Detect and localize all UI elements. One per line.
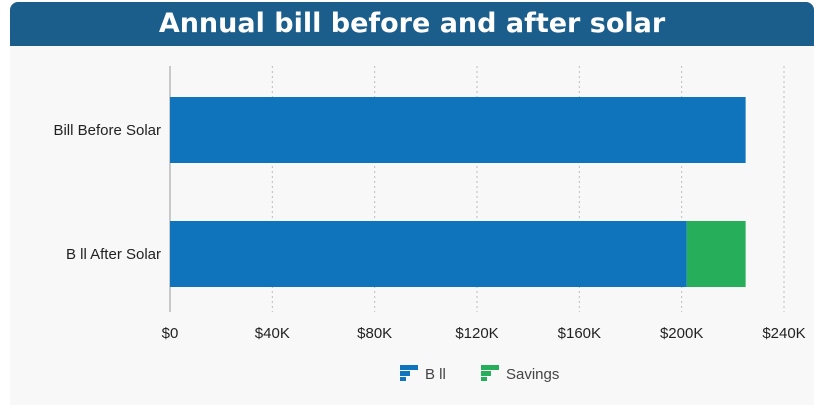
x-tick-label: $40K bbox=[255, 325, 290, 342]
legend-swatch bbox=[481, 365, 499, 370]
category-label: B ll After Solar bbox=[66, 246, 161, 263]
legend-label: B ll bbox=[425, 366, 446, 383]
legend-swatch bbox=[400, 365, 418, 370]
legend-swatch bbox=[481, 371, 491, 376]
legend-label: Savings bbox=[506, 366, 559, 383]
chart-card: Annual bill before and after solar bbox=[10, 2, 814, 405]
x-tick-label: $120K bbox=[455, 325, 498, 342]
bar-b-ll bbox=[170, 97, 746, 163]
x-tick-label: $240K bbox=[762, 325, 805, 342]
legend-swatch bbox=[481, 377, 487, 381]
chart-title: Annual bill before and after solar bbox=[10, 2, 814, 46]
x-tick-label: $160K bbox=[558, 325, 601, 342]
legend-item: B ll bbox=[400, 365, 446, 383]
x-tick-label: $200K bbox=[660, 325, 703, 342]
legend-item: Savings bbox=[481, 365, 559, 383]
category-label: Bill Before Solar bbox=[53, 122, 161, 139]
legend-swatch bbox=[400, 377, 406, 381]
bar-savings bbox=[686, 221, 746, 287]
x-tick-label: $80K bbox=[357, 325, 392, 342]
bar-b-ll bbox=[170, 221, 687, 287]
x-tick-label: $0 bbox=[162, 325, 179, 342]
legend-swatch bbox=[400, 371, 410, 376]
